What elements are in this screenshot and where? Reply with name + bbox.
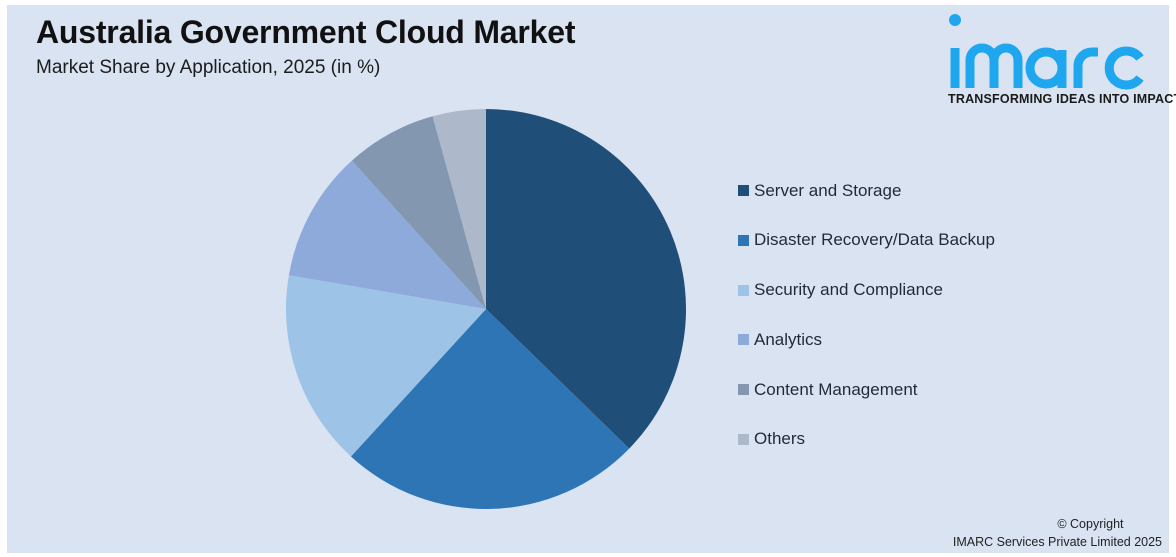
legend-item-disaster-recovery: Disaster Recovery/Data Backup [738, 228, 995, 253]
legend-label: Others [754, 429, 806, 449]
pie-slice-disaster-recovery-data-backup [350, 309, 630, 510]
legend-item-content-management: Content Management [738, 377, 995, 402]
legend-item-server-and-storage: Server and Storage [738, 178, 995, 203]
pie-slice-others [432, 109, 486, 309]
legend-item-others: Others [738, 427, 995, 452]
copyright-line-1: © Copyright [1057, 517, 1124, 531]
imarc-logo: TRANSFORMING IDEAS INTO IMPACT [946, 12, 1176, 112]
legend-label: Content Management [754, 379, 918, 399]
legend-label: Analytics [754, 329, 823, 349]
pie-slice-analytics [288, 160, 486, 309]
chart-legend: Server and Storage Disaster Recovery/Dat… [738, 178, 995, 477]
copyright-notice: © Copyright IMARC Services Private Limit… [953, 515, 1162, 551]
pie-slice-security-and-compliance [285, 275, 486, 457]
pie-slice-server-and-storage [486, 109, 686, 449]
chart-title: Australia Government Cloud Market [36, 14, 576, 50]
imarc-wordmark-icon [949, 14, 1144, 90]
legend-swatch-icon [738, 234, 749, 246]
copyright-line-2: IMARC Services Private Limited 2025 [952, 535, 1162, 549]
legend-item-analytics: Analytics [738, 327, 995, 352]
logo-tagline: TRANSFORMING IDEAS INTO IMPACT [948, 92, 1176, 106]
legend-label: Security and Compliance [754, 280, 943, 300]
legend-item-security-and-compliance: Security and Compliance [738, 278, 995, 303]
chart-subtitle: Market Share by Application, 2025 (in %) [36, 57, 381, 78]
pie-slice-content-management [351, 116, 486, 309]
legend-label: Disaster Recovery/Data Backup [754, 230, 995, 250]
legend-swatch-icon [738, 185, 749, 196]
legend-swatch-icon [738, 284, 749, 296]
legend-swatch-icon [738, 334, 749, 346]
legend-swatch-icon [738, 384, 749, 396]
legend-label: Server and Storage [754, 180, 902, 200]
legend-swatch-icon [738, 433, 749, 445]
